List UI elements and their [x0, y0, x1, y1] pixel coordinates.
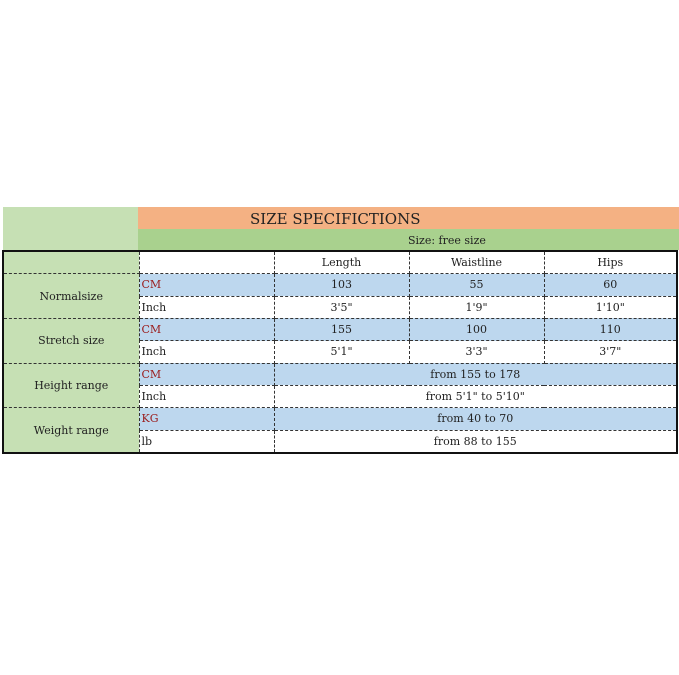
range-cell: from 5'1" to 5'10": [273, 384, 678, 409]
header-unit-blank: [138, 250, 275, 275]
title-bar: SIZE SPECIFICTIONS: [138, 207, 679, 229]
value-cell: 1'10": [543, 295, 678, 319]
value-cell: 1'9": [408, 295, 545, 319]
row-group-label: Normalsize: [2, 273, 140, 319]
unit-cell: CM: [138, 317, 275, 342]
table-row: Stretch size CM 155 100 110: [2, 317, 678, 364]
header-blank: [2, 250, 140, 275]
row-group-label: Weight range: [2, 407, 140, 454]
value-cell: 55: [408, 273, 545, 297]
row-group-label: Height range: [2, 362, 140, 409]
unit-cell: KG: [138, 407, 275, 431]
subtitle-bar: Size: free size: [138, 229, 679, 250]
table-row: Weight range KG from 40 to 70: [2, 407, 678, 454]
unit-cell: Inch: [138, 295, 275, 319]
corner-cell: [3, 207, 138, 250]
value-cell: 110: [543, 317, 678, 342]
value-cell: 5'1": [273, 340, 410, 364]
unit-cell: CM: [138, 273, 275, 297]
header-row: Length Waistline Hips: [2, 250, 678, 275]
range-cell: from 155 to 178: [273, 362, 678, 386]
column-header: Hips: [543, 250, 678, 275]
value-cell: 103: [273, 273, 410, 297]
column-header: Waistline: [408, 250, 545, 275]
value-cell: 60: [543, 273, 678, 297]
unit-cell: CM: [138, 362, 275, 386]
value-cell: 100: [408, 317, 545, 342]
size-table: Length Waistline Hips Normalsize CM 103 55 6…: [2, 250, 678, 454]
table-row: Inch 3'5" 1'9" 1'10": [3, 295, 678, 319]
value-cell: 3'7": [543, 340, 678, 364]
value-cell: 3'5": [273, 295, 410, 319]
value-cell: 155: [273, 317, 410, 342]
table-row: Normalsize CM 103 55 60: [2, 273, 678, 319]
table-row: lb from 88 to 155: [3, 429, 678, 454]
page-title: SIZE SPECIFICTIONS: [250, 210, 421, 228]
table-row: Height range CM from 155 to 178: [2, 362, 678, 409]
unit-cell: Inch: [138, 340, 275, 364]
range-cell: from 88 to 155: [273, 429, 678, 454]
range-cell: from 40 to 70: [273, 407, 678, 431]
unit-cell: lb: [138, 429, 275, 454]
column-header: Length: [273, 250, 410, 275]
unit-cell: Inch: [138, 384, 275, 409]
subtitle: Size: free size: [408, 234, 486, 247]
value-cell: 3'3": [408, 340, 545, 364]
row-group-label: Stretch size: [2, 317, 140, 364]
